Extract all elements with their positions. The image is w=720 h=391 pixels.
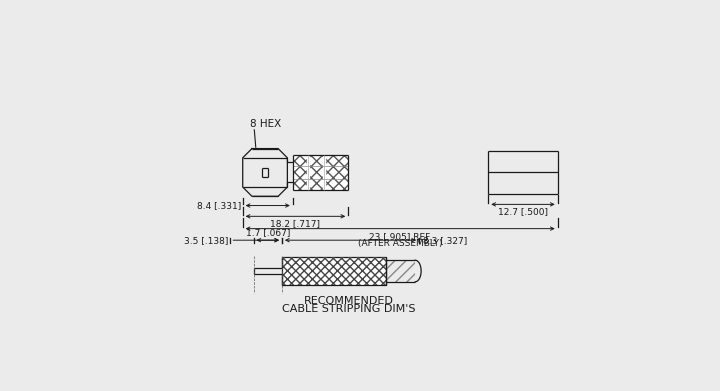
Text: 18.2 [.717]: 18.2 [.717] (271, 219, 320, 228)
Bar (282, 257, 386, 285)
Bar (282, 257, 386, 285)
Text: 1.7 [.067]: 1.7 [.067] (246, 228, 290, 237)
Bar (293, 155, 348, 190)
Text: 8.4 [.331]: 8.4 [.331] (197, 201, 241, 210)
Bar (386, 260, 415, 282)
Text: 8.3 [.327]: 8.3 [.327] (423, 236, 467, 245)
Text: 12.7 [.500]: 12.7 [.500] (498, 207, 548, 216)
Text: 8 HEX: 8 HEX (251, 118, 282, 129)
Text: 23 [.905] REF.: 23 [.905] REF. (369, 232, 431, 241)
Text: CABLE STRIPPING DIM'S: CABLE STRIPPING DIM'S (282, 304, 415, 314)
Text: (AFTER ASSEMBLY): (AFTER ASSEMBLY) (358, 239, 442, 248)
Text: 3.5 [.138]: 3.5 [.138] (184, 236, 229, 245)
Bar (293, 155, 348, 190)
Text: RECOMMENDED: RECOMMENDED (304, 296, 394, 306)
